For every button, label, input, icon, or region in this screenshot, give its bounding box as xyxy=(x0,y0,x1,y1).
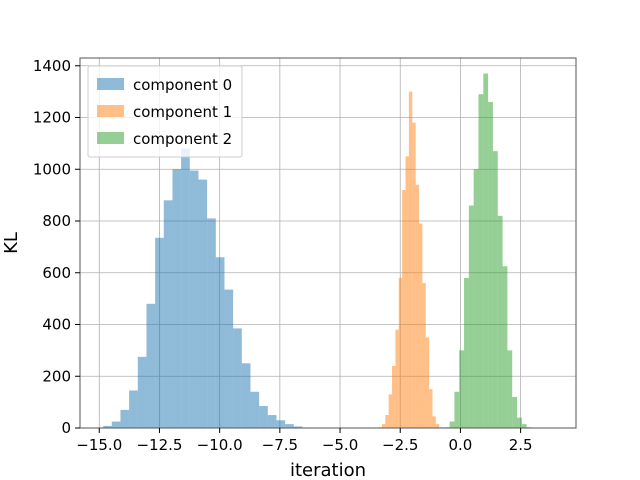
histogram-bar xyxy=(449,421,455,428)
histogram-bar xyxy=(478,94,484,428)
x-axis-title: iteration xyxy=(290,460,366,480)
histogram-bar xyxy=(422,283,426,428)
x-tick-label: −10.0 xyxy=(197,436,243,454)
legend-label: component 0 xyxy=(133,76,232,94)
histogram-bar xyxy=(215,257,225,428)
histogram-bar xyxy=(137,356,147,428)
histogram-bar xyxy=(285,424,294,428)
histogram-bar xyxy=(224,289,234,428)
histogram-bar xyxy=(425,337,430,428)
histogram-bar xyxy=(502,266,508,428)
histogram-bar xyxy=(435,424,440,428)
histogram-bar xyxy=(146,303,156,428)
histogram-bar xyxy=(497,215,503,428)
series-0-bars xyxy=(94,148,312,429)
histogram-bar xyxy=(402,189,406,428)
histogram-bar xyxy=(398,277,403,428)
histogram-bar xyxy=(468,205,474,428)
histogram-bar xyxy=(388,394,393,428)
histogram-bar xyxy=(163,200,173,428)
legend-swatch xyxy=(97,105,124,117)
legend-label: component 1 xyxy=(133,103,232,121)
histogram-bar xyxy=(381,424,386,428)
histogram-bar xyxy=(483,73,489,428)
histogram-bar xyxy=(492,151,498,428)
histogram-bar xyxy=(276,420,286,428)
histogram-bar xyxy=(250,391,260,428)
histogram-bar xyxy=(419,223,423,428)
legend-label: component 2 xyxy=(133,130,232,148)
x-tick-label: −15.0 xyxy=(76,436,122,454)
histogram-bar xyxy=(521,424,527,428)
y-tick-label: 1200 xyxy=(33,109,71,127)
histogram-bar xyxy=(408,91,413,429)
series-2-bars xyxy=(444,73,532,429)
legend: component 0 component 1 component 2 xyxy=(87,65,243,158)
histogram-bar xyxy=(207,218,216,428)
y-tick-label: 800 xyxy=(42,212,71,230)
histogram-bar xyxy=(259,406,268,428)
series-1-bars xyxy=(378,91,443,429)
histogram-bar xyxy=(415,184,420,428)
y-tick-label: 1400 xyxy=(33,57,71,75)
x-tick-label: 2.5 xyxy=(509,436,533,454)
x-tick-label: −2.5 xyxy=(382,436,418,454)
histogram-bar xyxy=(241,363,251,428)
histogram-bar xyxy=(459,350,465,428)
legend-box xyxy=(87,65,243,158)
legend-swatch xyxy=(97,78,124,90)
histogram-bar xyxy=(155,237,164,428)
histogram-bar xyxy=(464,277,469,428)
histogram-bar xyxy=(454,391,460,428)
histogram-bar xyxy=(507,350,513,428)
x-tick-label: 0.0 xyxy=(448,436,472,454)
histogram-bar xyxy=(392,365,396,428)
x-tick-label: −12.5 xyxy=(136,436,182,454)
histogram-bar xyxy=(198,179,208,428)
x-tick-label: −5.0 xyxy=(322,436,358,454)
histogram-bar xyxy=(233,328,242,428)
histogram-bar xyxy=(181,148,190,428)
y-axis-title: KL xyxy=(1,232,22,254)
x-tick-label: −7.5 xyxy=(262,436,298,454)
histogram-bar xyxy=(412,122,416,429)
plot-frame xyxy=(79,57,577,429)
histogram-bar xyxy=(120,409,130,428)
y-tick-label: 200 xyxy=(42,367,71,385)
histogram-bar xyxy=(129,390,138,428)
histogram-bar xyxy=(517,417,522,428)
histogram-bar xyxy=(512,396,518,428)
y-tick-label: 400 xyxy=(42,316,71,334)
histogram-bar xyxy=(473,169,479,429)
legend-swatch xyxy=(97,132,124,144)
y-tick-label: 600 xyxy=(42,264,71,282)
histogram-bar xyxy=(172,169,182,429)
axis-ticks: −15.0 −12.5 −10.0 −7.5 −5.0 −2.5 0.0 2.5 0 200 400… xyxy=(33,57,533,454)
histogram-bar xyxy=(395,329,399,428)
histogram-bar xyxy=(488,101,493,428)
histogram-bar xyxy=(189,170,199,429)
y-tick-label: 1000 xyxy=(33,160,71,178)
histogram-bar xyxy=(429,389,433,428)
y-tick-label: 0 xyxy=(61,419,71,437)
histogram-bar xyxy=(111,421,121,428)
histogram-bar xyxy=(385,415,389,428)
histogram-bar xyxy=(267,415,277,428)
histogram-bar xyxy=(432,416,436,428)
histogram-bar xyxy=(405,156,409,428)
histogram-bar xyxy=(293,426,303,428)
histogram-bars xyxy=(94,73,532,429)
histogram-bar xyxy=(103,425,112,428)
